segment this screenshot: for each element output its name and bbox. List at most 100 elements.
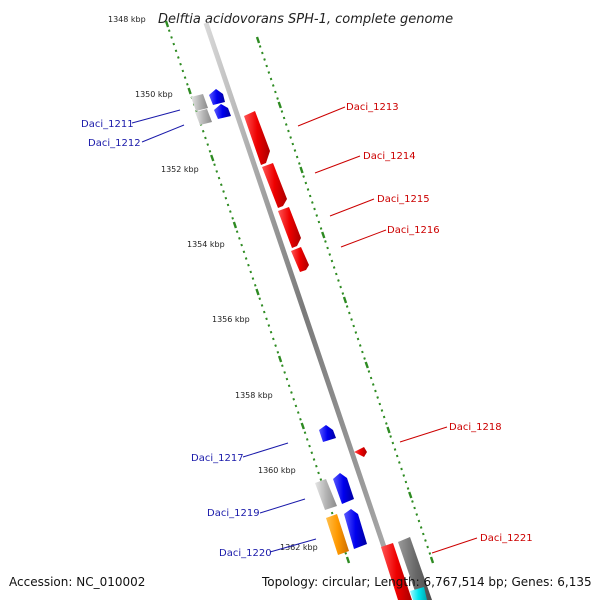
gene-daci-1215[interactable] [278,207,301,248]
track-minor-tick [415,513,419,516]
track-minor-tick [304,181,308,185]
track-minor-tick [404,480,408,484]
ruler-tick-label: 1358 kbp [235,391,273,400]
track-minor-tick [350,318,353,321]
track-minor-tick [186,82,189,86]
track-minor-tick [411,500,414,503]
track-minor-tick [367,370,371,373]
gene-daci-1211-grey[interactable] [191,94,208,111]
track-minor-tick [274,344,277,347]
track-minor-tick [260,304,264,307]
track-minor-tick [305,438,309,441]
leader-daci-1216 [340,229,387,248]
track-minor-tick [385,422,388,425]
track-minor-tick [330,511,334,515]
track-minor-tick [315,214,319,217]
track-minor-tick [354,331,358,334]
track-minor-tick [213,163,216,167]
gene-daci-1219-grey[interactable] [315,479,337,510]
track-minor-tick [292,397,296,401]
gene-daci-1220[interactable] [326,514,349,555]
track-minor-tick [281,364,284,368]
leader-daci-1212 [141,124,185,143]
track-minor-tick [204,136,207,140]
gene-label-daci-1217[interactable]: Daci_1217 [191,453,244,464]
track-minor-tick [289,136,292,139]
track-minor-tick [319,478,323,481]
track-minor-tick [358,344,362,347]
gene-label-daci-1221[interactable]: Daci_1221 [480,533,533,544]
track-minor-tick [231,216,234,220]
track-minor-tick [263,58,266,61]
track-minor-tick [339,285,342,289]
track-major-tick [300,422,305,430]
track-minor-tick [215,170,219,173]
accession-text: Accession: NC_010002 [9,575,145,589]
gene-label-daci-1216[interactable]: Daci_1216 [387,225,440,236]
track-minor-tick [261,51,264,55]
track-minor-tick [398,461,401,464]
track-minor-tick [337,279,340,282]
track-minor-tick [380,409,384,412]
gene-daci-1220-blue[interactable] [344,509,367,549]
gene-label-daci-1212[interactable]: Daci_1212 [88,138,141,149]
gene-label-daci-1218[interactable]: Daci_1218 [449,422,502,433]
track-minor-tick [258,297,262,301]
gene-daci-1213[interactable] [244,111,270,165]
gene-daci-1217[interactable] [319,425,336,442]
track-minor-tick [265,64,268,68]
leader-daci-1217 [242,442,289,458]
track-minor-tick [262,310,266,314]
gene-label-daci-1215[interactable]: Daci_1215 [377,194,430,205]
track-minor-tick [424,539,427,542]
track-minor-tick [291,142,295,146]
track-minor-tick [201,129,205,133]
track-minor-tick [310,451,314,455]
gene-label-daci-1213[interactable]: Daci_1213 [346,102,399,113]
track-minor-tick [389,435,392,438]
ruler-tick-label: 1360 kbp [258,466,296,475]
leader-daci-1214 [314,155,361,174]
track-minor-tick [400,467,403,471]
track-minor-tick [174,49,178,53]
track-minor-tick [287,384,291,388]
track-minor-tick [269,330,273,334]
leader-daci-1211 [131,109,181,124]
track-minor-tick [317,471,320,475]
track-minor-tick [402,474,406,477]
gene-daci-1221[interactable] [398,537,432,600]
gene-daci-1214[interactable] [262,163,287,208]
gene-cyan-block[interactable] [410,587,427,600]
track-minor-tick [265,317,268,321]
track-minor-tick [258,45,262,48]
track-minor-tick [308,194,312,198]
track-minor-tick [378,402,382,406]
track-minor-tick [332,266,336,269]
gene-daci-1212-grey[interactable] [195,109,212,125]
gene-daci-1219[interactable] [333,473,354,504]
track-minor-tick [244,257,248,260]
track-major-tick [364,361,369,369]
gene-daci-1211[interactable] [209,89,225,105]
track-minor-tick [428,552,432,555]
gene-daci-1221-red[interactable] [381,543,412,600]
gene-label-daci-1211[interactable]: Daci_1211 [81,119,134,130]
gene-daci-1218[interactable] [354,447,367,457]
topology-text: Topology: circular; Length: 6,767,514 bp… [261,575,592,589]
track-minor-tick [341,292,345,295]
track-minor-tick [271,84,275,87]
track-minor-tick [330,259,334,263]
ruler-tick-label: 1356 kbp [212,315,250,324]
track-minor-tick [361,350,364,354]
gene-label-daci-1214[interactable]: Daci_1214 [363,151,416,162]
track-minor-tick [311,201,314,204]
track-minor-tick [313,207,316,211]
track-minor-tick [376,396,379,399]
ruler-tick-label: 1350 kbp [135,90,173,99]
gene-daci-1212[interactable] [214,104,231,119]
track-minor-tick [303,431,307,435]
gene-label-daci-1219[interactable]: Daci_1219 [207,508,260,519]
gene-label-daci-1220[interactable]: Daci_1220 [219,548,272,559]
gene-daci-1216[interactable] [291,247,309,272]
